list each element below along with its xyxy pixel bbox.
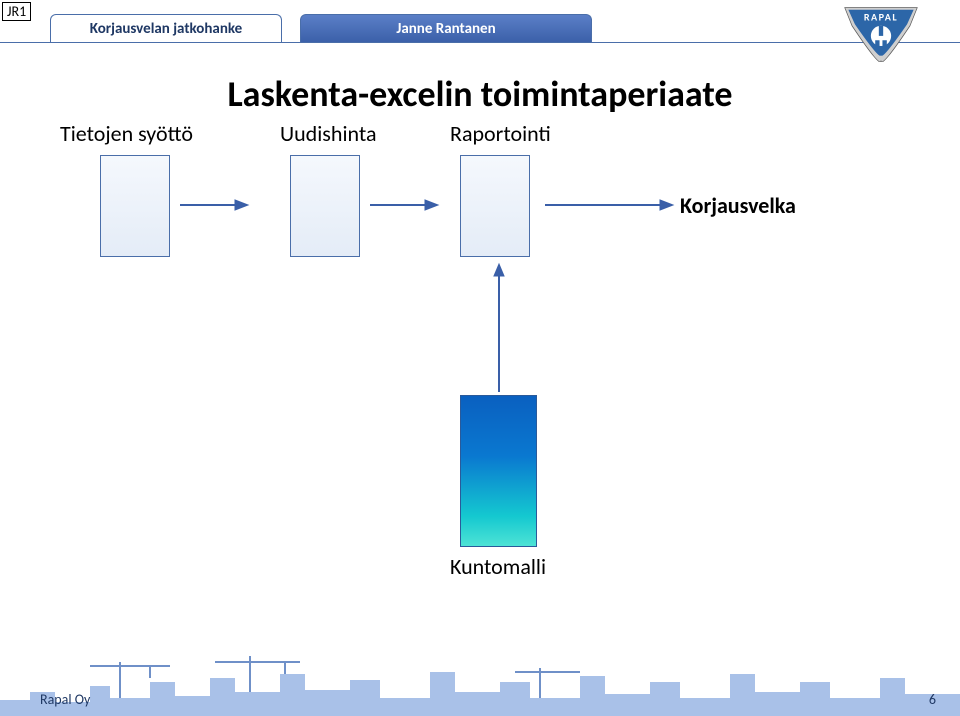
arrow-1 [180, 197, 250, 213]
box-input [100, 155, 170, 257]
box-price [290, 155, 360, 257]
label-kuntomalli: Kuntomalli [450, 553, 546, 580]
logo: RAPAL [816, 4, 946, 67]
tab-author: Janne Rantanen [300, 14, 592, 43]
footer-company: Rapal Oy [40, 691, 90, 708]
box-kuntomalli [460, 395, 537, 547]
col-label-report: Raportointi [450, 120, 551, 147]
arrow-up [490, 262, 508, 394]
shield-icon: RAPAL [836, 4, 926, 62]
footer-skyline [0, 652, 960, 716]
arrow-3 [545, 197, 675, 213]
page-title: Laskenta-excelin toimintaperiaate [0, 72, 960, 116]
arrow-2 [370, 197, 440, 213]
col-label-input: Tietojen syöttö [60, 120, 193, 147]
page-number: 6 [929, 691, 936, 708]
label-korjausvelka: Korjausvelka [680, 192, 796, 219]
corner-tag: JR1 [2, 2, 31, 21]
logo-text: RAPAL [864, 11, 898, 24]
box-report [460, 155, 530, 257]
col-label-price: Uudishinta [280, 120, 377, 147]
tab-project: Korjausvelan jatkohanke [50, 14, 282, 43]
